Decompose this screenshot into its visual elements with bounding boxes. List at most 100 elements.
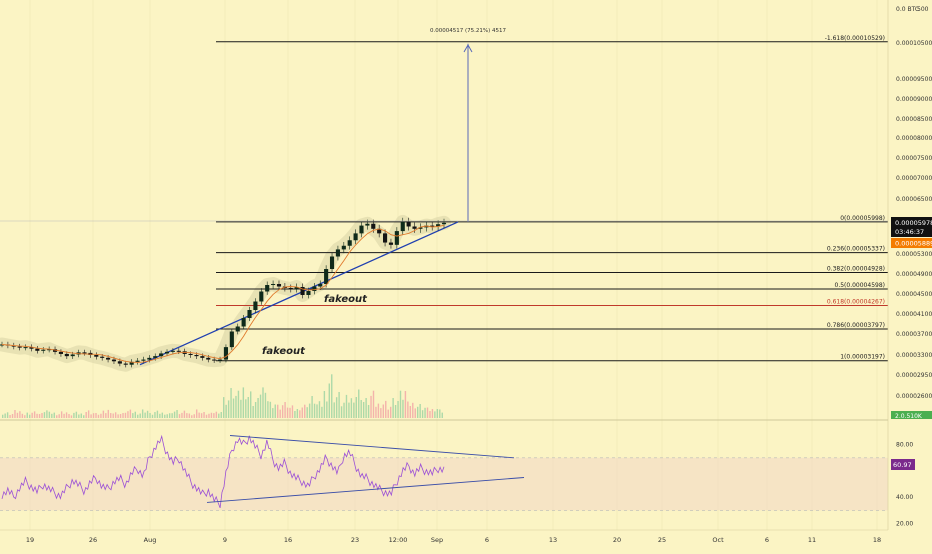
volume-bar [348,402,350,418]
volume-bar [240,399,242,418]
candle-body [100,356,105,358]
volume-bar [56,415,58,418]
candle-body [35,348,40,351]
price-tick-label: 0.00003700 [896,331,932,338]
volume-bar [151,414,154,418]
volume-bar [90,414,92,418]
volume-bar [83,415,85,418]
rsi-channel-upper[interactable] [229,435,515,459]
volume-bar [107,409,109,418]
candle-body [418,227,423,229]
candle-body [276,284,282,287]
volume-bar [316,404,318,418]
rsi-value-text: 60.97 [893,461,912,469]
volume-bar [97,414,100,418]
trendline-group[interactable] [139,221,459,366]
time-tick-label: 11 [808,536,816,544]
volume-bar [112,413,114,418]
volume-bar [63,413,65,418]
volume-bar [414,408,416,418]
volume-bar [274,404,276,418]
candle-body [17,346,22,348]
fib-level-label: 0(0.00005998) [840,215,885,222]
measure-tool[interactable]: 0.00004517 (75.21%) 4517 [430,28,506,222]
fib-level-label: 0.236(0.00005337) [827,246,885,253]
candle-body [306,291,311,295]
volume-bar [58,414,60,418]
candle-body [329,256,335,269]
annotation-fakeout-lower[interactable]: fakeout [262,346,306,357]
candle-body [223,347,229,360]
annotation-fakeout-upper[interactable]: fakeout [324,294,368,305]
fib-level-label: 0.382(0.00004928) [827,266,885,273]
price-tick-label: 0.00004900 [896,271,932,278]
price-tick-label: 0.00008500 [896,116,932,123]
volume-bar [146,410,149,418]
volume-bar [213,413,215,418]
volume-bar [127,411,129,418]
volume-bar [218,413,220,418]
volume-bar [237,390,240,418]
volume-bar [367,405,370,418]
volume-bar [235,395,237,418]
volume-bar [78,414,80,418]
volume-bar [431,409,434,418]
volume-bar [16,412,19,418]
volume-bar [304,404,306,418]
last-price-badge [891,217,932,237]
candle-body [259,291,264,302]
fib-level-label: 0.618(0.00004267) [827,299,885,306]
volume-bar [117,414,119,418]
price-tick-label: 0.00009500 [896,76,932,83]
volume-bar [4,413,6,418]
volume-bar [124,412,127,418]
volume-bar [286,407,289,418]
volume-bar [137,414,139,418]
volume-bar [33,411,36,418]
volume-bar [402,399,404,418]
candle-body [394,231,399,245]
candle-body [135,360,140,362]
volume-bar [215,411,218,418]
volume-bar [326,401,328,418]
volume-bar [399,390,402,418]
rsi-pane [0,434,888,511]
volume-bar [156,410,159,418]
candle-body [400,221,405,232]
time-tick-label: 16 [284,536,292,544]
volume-bar [220,412,222,418]
volume-bar [176,410,178,418]
volume-bar [85,412,87,418]
candle-body [359,225,364,234]
volume-bar [53,412,55,418]
volume-bar [350,398,353,418]
candle-body [300,287,305,295]
time-axis[interactable]: 19 26 Aug 9 16 23 12:00 Sep 6 13 20 25 Oct 6 11 18 [26,536,881,544]
price-unit-label[interactable]: 0.0 BTC [896,6,919,13]
volume-bar [14,410,16,418]
volume-bar [335,397,338,418]
volume-bar [87,410,90,418]
measure-label: 0.00004517 (75.21%) 4517 [430,28,506,34]
candle-body [29,347,34,349]
volume-bar [24,415,26,418]
candle-body [335,249,340,257]
volume-bar [377,403,380,418]
volume-bar [434,411,436,418]
volume-bar [95,413,97,418]
volume-bar [223,397,225,418]
rsi-channel-lower[interactable] [206,477,525,503]
volume-bar [134,411,136,418]
candle-body [424,225,429,228]
time-tick-label: 9 [223,536,227,544]
time-tick-label: 25 [658,536,666,544]
candle-body [229,331,234,348]
volume-bar [277,404,279,418]
price-axis[interactable]: 0.0 BTC 500 0.00010500 0.00009500 0.000090… [896,6,932,527]
volume-bar [281,405,284,418]
volume-bar [11,414,14,418]
rsi-tick-label: 80.00 [896,442,913,449]
rising-trendline[interactable] [139,221,459,366]
volume-bar [419,404,421,418]
